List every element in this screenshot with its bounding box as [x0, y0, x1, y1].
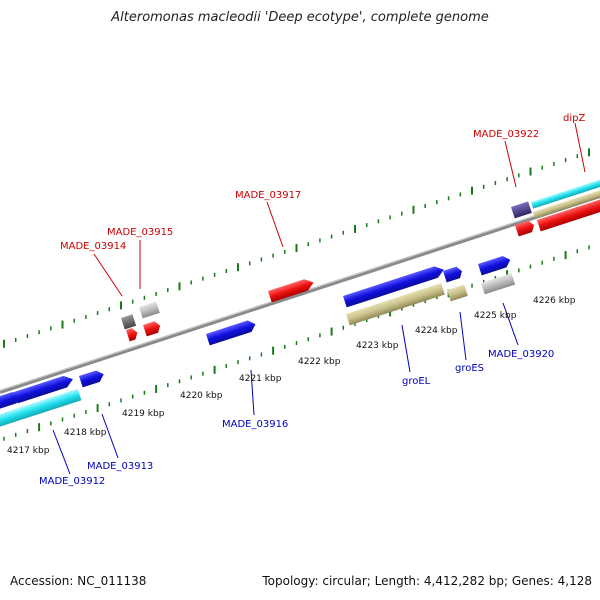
- gene-label-made-03913[interactable]: MADE_03913: [87, 461, 153, 472]
- gene-made-03920-cds[interactable]: [478, 254, 512, 276]
- gene-label-made-03917[interactable]: MADE_03917: [235, 190, 301, 201]
- gene-label-made-03914[interactable]: MADE_03914: [60, 241, 126, 252]
- gene-made-03912-cds[interactable]: [0, 391, 21, 410]
- top-gene-labels: MADE_03914 MADE_03915 MADE_03917 MADE_03…: [60, 113, 585, 252]
- gene-made-03912-cyan-feature[interactable]: [0, 388, 82, 428]
- gene-dipz-khaki-feature[interactable]: [533, 188, 600, 219]
- gene-small-blue-cds[interactable]: [79, 369, 106, 388]
- upper-strand-features: [121, 178, 600, 342]
- gene-made-03915-cds[interactable]: [143, 320, 162, 337]
- tick-label: 4218 kbp: [64, 428, 107, 438]
- genome-backbone: [0, 194, 600, 394]
- accession-text: Accession: NC_011138: [10, 574, 147, 588]
- tick-label: 4225 kbp: [474, 311, 517, 321]
- gene-groes-khaki-feature[interactable]: [447, 284, 468, 302]
- tick-label: 4221 kbp: [239, 374, 282, 384]
- gene-groes-cds[interactable]: [443, 265, 464, 283]
- gene-made-03917-cds[interactable]: [268, 277, 315, 303]
- gene-dipz-cyan-feature[interactable]: [531, 178, 600, 209]
- gene-made-03916-cds[interactable]: [206, 319, 257, 346]
- gene-made-03914-feature[interactable]: [121, 314, 137, 330]
- gene-label-made-03922[interactable]: MADE_03922: [473, 129, 539, 140]
- gene-made-03914-cds[interactable]: [126, 327, 139, 342]
- genome-summary-text: Topology: circular; Length: 4,412,282 bp…: [262, 574, 592, 588]
- bottom-leader-lines: [52, 302, 519, 475]
- top-leader-lines: [93, 122, 586, 297]
- map-title: Alteromonas macleodii 'Deep ecotype', co…: [111, 10, 489, 25]
- bottom-gene-labels: MADE_03912 MADE_03913 MADE_03916 groEL g…: [39, 349, 554, 487]
- tick-label: 4220 kbp: [180, 391, 223, 401]
- gene-made-03920-grey-feature[interactable]: [481, 273, 516, 295]
- gene-label-groes[interactable]: groES: [455, 363, 484, 374]
- tick-label: 4223 kbp: [356, 341, 399, 351]
- tick-label: 4224 kbp: [415, 326, 458, 336]
- gene-made-03915-feature[interactable]: [139, 301, 160, 319]
- tick-label: 4219 kbp: [122, 409, 165, 419]
- tick-label: 4226 kbp: [533, 296, 576, 306]
- lower-strand-features: [0, 254, 516, 428]
- upper-tick-track: [3, 148, 590, 348]
- gene-label-groel[interactable]: groEL: [402, 376, 431, 387]
- tick-label: 4217 kbp: [7, 446, 50, 456]
- gene-groel-cds[interactable]: [343, 264, 446, 308]
- gene-label-dipz[interactable]: dipZ: [563, 113, 585, 124]
- axis-tick-labels: 4217 kbp 4218 kbp 4219 kbp 4220 kbp 4221…: [7, 296, 576, 456]
- gene-made-03922-cds[interactable]: [515, 219, 536, 237]
- gene-made-03913-cds[interactable]: [14, 373, 75, 404]
- gene-label-made-03912[interactable]: MADE_03912: [39, 476, 105, 487]
- lower-tick-track: [3, 245, 590, 441]
- gene-made-03922-feature[interactable]: [511, 201, 532, 219]
- gene-label-made-03915[interactable]: MADE_03915: [107, 227, 173, 238]
- gene-label-made-03916[interactable]: MADE_03916: [222, 419, 288, 430]
- gene-label-made-03920[interactable]: MADE_03920: [488, 349, 554, 360]
- tick-label: 4222 kbp: [298, 357, 341, 367]
- gene-groel-khaki-feature[interactable]: [346, 283, 445, 326]
- gene-dipz-cds[interactable]: [537, 196, 600, 232]
